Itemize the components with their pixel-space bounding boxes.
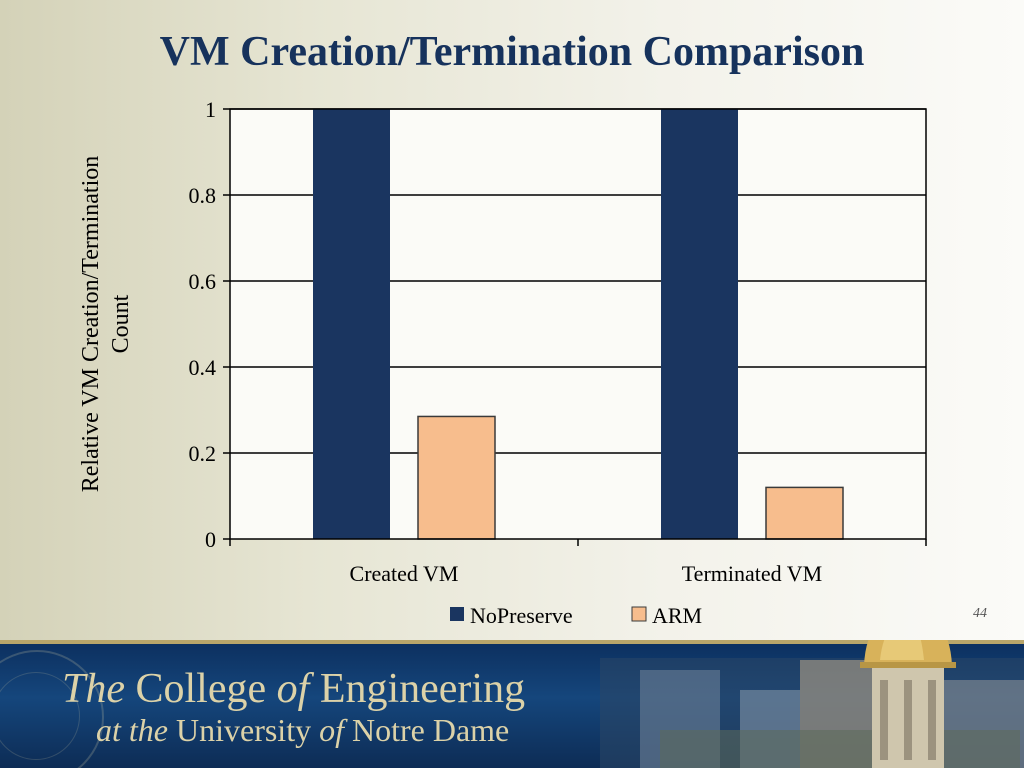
bar-chart: 0 0.2 0.4 0.6 0.8 1 Created VM Terminated VM R… [78, 97, 927, 628]
bar-nopreserve-1 [313, 109, 390, 539]
y-tick-label: 0.8 [189, 183, 217, 208]
university-seal-icon [0, 650, 104, 768]
college-name-end: Engineering [319, 666, 526, 712]
y-tick-label: 0.4 [189, 355, 217, 380]
y-tick-label: 0.2 [189, 441, 217, 466]
footer-banner: The College of Engineering at the Univer… [0, 640, 1024, 768]
university-name: at the University of Notre Dame [96, 710, 509, 750]
legend-label-arm: ARM [652, 603, 702, 628]
y-tick-label: 1 [205, 97, 216, 122]
college-name-main: College [135, 666, 267, 712]
legend-swatch-arm [631, 606, 647, 622]
chart-axes [223, 108, 927, 546]
footer-divider [0, 640, 1024, 644]
x-tick-labels: Created VM Terminated VM [350, 561, 823, 586]
y-axis-title-line: Relative VM Creation/Termination [78, 156, 104, 492]
legend-label-nopreserve: NoPreserve [470, 603, 573, 628]
slide-title: VM Creation/Termination Comparison [159, 29, 865, 75]
y-axis-title: Relative VM Creation/Termination Count [78, 156, 134, 492]
x-tick-label: Created VM [350, 561, 459, 586]
chart-legend: NoPreserve ARM [450, 603, 702, 628]
bar-nopreserve-2 [661, 109, 738, 539]
y-axis-title-line: Count [108, 294, 134, 353]
y-tick-labels: 0 0.2 0.4 0.6 0.8 1 [189, 97, 217, 552]
university-name-of: of [319, 712, 344, 748]
y-tick-label: 0 [205, 527, 216, 552]
seal-inner-ring [0, 672, 80, 760]
y-tick-label: 0.6 [189, 269, 217, 294]
college-name-prefix: The [62, 666, 125, 712]
university-name-main: University [175, 712, 312, 748]
university-name-prefix: at the [96, 712, 168, 748]
x-tick-label: Terminated VM [682, 561, 822, 586]
slide-number: 44 [973, 606, 987, 621]
chart-bars [313, 109, 844, 540]
bar-arm-1 [417, 415, 496, 540]
legend-swatch-nopreserve [450, 607, 464, 621]
bar-arm-2 [765, 486, 844, 540]
university-name-end: Notre Dame [351, 712, 510, 748]
college-name: The College of Engineering [62, 664, 525, 714]
plot-border [229, 108, 927, 540]
golden-dome-image [600, 640, 1024, 768]
college-name-of: of [276, 666, 310, 712]
